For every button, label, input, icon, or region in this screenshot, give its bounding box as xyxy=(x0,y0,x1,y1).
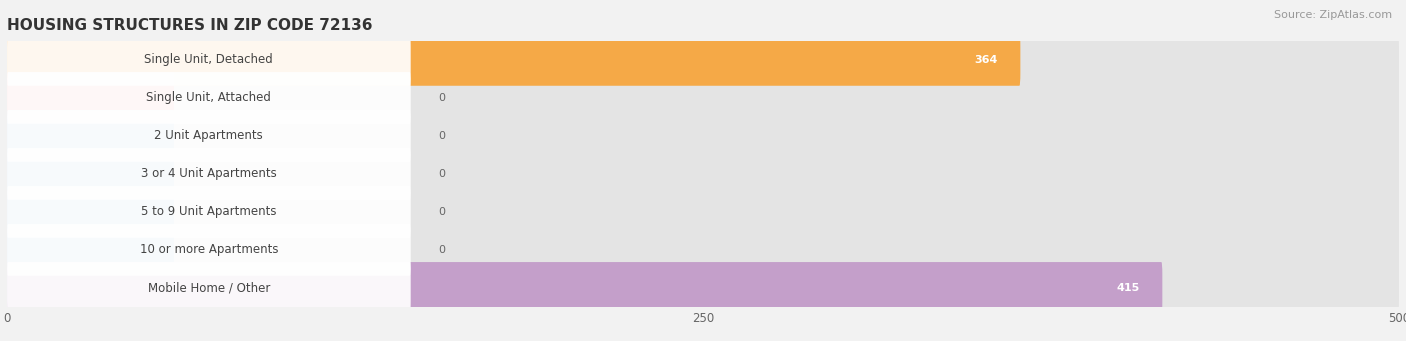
FancyBboxPatch shape xyxy=(7,224,411,276)
FancyBboxPatch shape xyxy=(7,269,1399,307)
FancyBboxPatch shape xyxy=(7,155,1399,193)
Text: Mobile Home / Other: Mobile Home / Other xyxy=(148,281,270,294)
Text: 0: 0 xyxy=(439,207,446,217)
Text: 0: 0 xyxy=(439,245,446,255)
FancyBboxPatch shape xyxy=(7,224,1399,276)
FancyBboxPatch shape xyxy=(7,186,1399,238)
FancyBboxPatch shape xyxy=(7,110,411,162)
FancyBboxPatch shape xyxy=(7,262,1163,314)
Text: 0: 0 xyxy=(439,131,446,141)
FancyBboxPatch shape xyxy=(7,34,1399,86)
Text: Source: ZipAtlas.com: Source: ZipAtlas.com xyxy=(1274,10,1392,20)
FancyBboxPatch shape xyxy=(7,79,1399,117)
Text: Single Unit, Attached: Single Unit, Attached xyxy=(146,91,271,104)
Text: 364: 364 xyxy=(974,55,998,65)
FancyBboxPatch shape xyxy=(7,224,174,276)
FancyBboxPatch shape xyxy=(7,72,411,124)
FancyBboxPatch shape xyxy=(7,110,1399,162)
FancyBboxPatch shape xyxy=(7,148,1399,200)
FancyBboxPatch shape xyxy=(7,110,174,162)
FancyBboxPatch shape xyxy=(7,41,1399,79)
FancyBboxPatch shape xyxy=(7,193,1399,231)
FancyBboxPatch shape xyxy=(7,262,411,314)
FancyBboxPatch shape xyxy=(7,34,1021,86)
FancyBboxPatch shape xyxy=(7,148,174,200)
Text: 415: 415 xyxy=(1116,283,1140,293)
Text: 0: 0 xyxy=(439,169,446,179)
Text: 5 to 9 Unit Apartments: 5 to 9 Unit Apartments xyxy=(141,205,277,218)
FancyBboxPatch shape xyxy=(7,186,411,238)
FancyBboxPatch shape xyxy=(7,231,1399,269)
FancyBboxPatch shape xyxy=(7,262,1399,314)
Text: HOUSING STRUCTURES IN ZIP CODE 72136: HOUSING STRUCTURES IN ZIP CODE 72136 xyxy=(7,18,373,33)
FancyBboxPatch shape xyxy=(7,117,1399,155)
FancyBboxPatch shape xyxy=(7,34,411,86)
Text: 10 or more Apartments: 10 or more Apartments xyxy=(139,243,278,256)
FancyBboxPatch shape xyxy=(7,186,174,238)
FancyBboxPatch shape xyxy=(7,148,411,200)
Text: 0: 0 xyxy=(439,93,446,103)
FancyBboxPatch shape xyxy=(7,72,174,124)
Text: 3 or 4 Unit Apartments: 3 or 4 Unit Apartments xyxy=(141,167,277,180)
Text: Single Unit, Detached: Single Unit, Detached xyxy=(145,54,273,66)
FancyBboxPatch shape xyxy=(7,72,1399,124)
Text: 2 Unit Apartments: 2 Unit Apartments xyxy=(155,130,263,143)
